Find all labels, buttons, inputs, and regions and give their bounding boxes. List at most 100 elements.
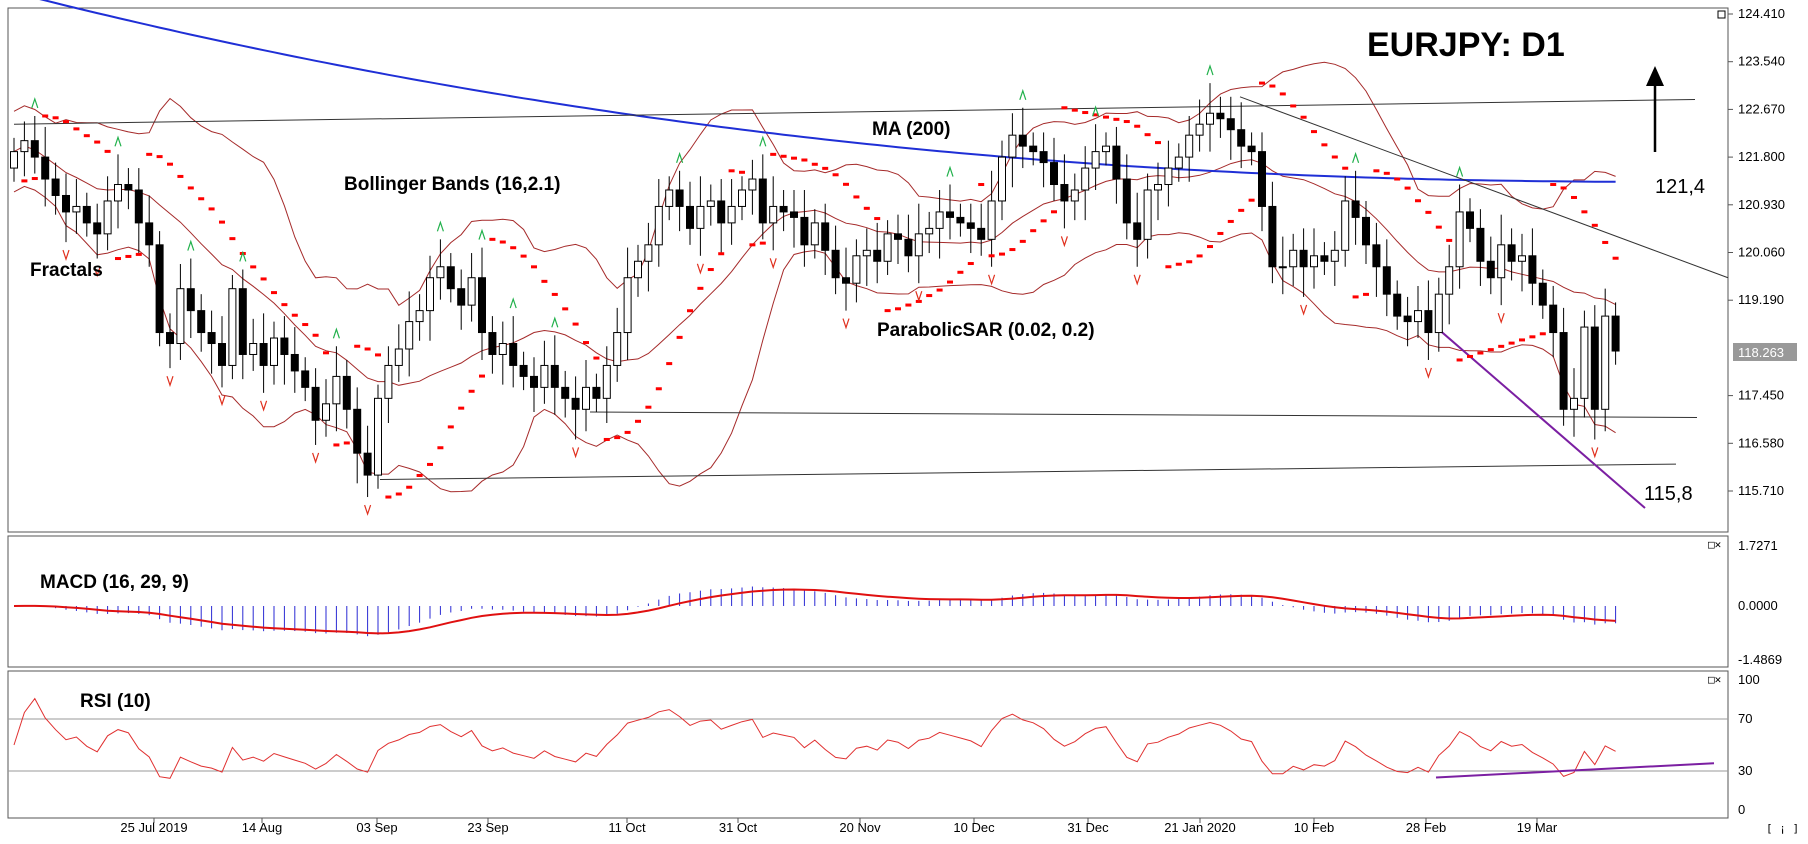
sar-dot [1186, 260, 1193, 264]
candle-body [446, 266, 455, 290]
parabolic-sar [21, 81, 1619, 499]
candle-body [883, 233, 892, 262]
macd-scale-label: 1.7271 [1738, 538, 1778, 553]
sar-dot [73, 127, 80, 131]
sar-dot [645, 405, 652, 409]
scroll-control-icon[interactable]: [ ¡ ] [1766, 822, 1799, 835]
sar-dot [395, 492, 402, 496]
candle-body [1018, 134, 1027, 147]
fractal-up-icon [239, 250, 247, 262]
fractal-down-icon [1424, 367, 1432, 379]
candle-body [706, 200, 715, 207]
sar-dot [1425, 210, 1432, 214]
sar-dot [1238, 208, 1245, 212]
candle-body [30, 140, 39, 158]
candle-body [1174, 156, 1183, 169]
candle-body [675, 189, 684, 207]
label-bollinger: Bollinger Bands (16,2.1) [344, 174, 560, 195]
price-panel [7, 7, 1729, 533]
price-scale-label: 116.580 [1738, 435, 1784, 450]
sar-dot [1217, 231, 1224, 235]
sar-dot [676, 335, 683, 339]
sar-dot [385, 495, 392, 499]
trend-line-descending [1239, 96, 1729, 279]
candle-body [498, 343, 507, 355]
sar-dot [364, 347, 371, 351]
candle-body [1320, 255, 1329, 262]
sar-dot [884, 309, 891, 313]
support-line-117 [589, 411, 1698, 419]
fractal-up-icon [332, 327, 340, 339]
sar-dot [167, 162, 173, 166]
candle-body [1382, 266, 1391, 295]
candle-body [1466, 211, 1474, 229]
sar-dot [260, 277, 267, 281]
sar-dot [1030, 229, 1037, 233]
candle-body [249, 343, 258, 355]
rsi-trend-line [1435, 762, 1715, 779]
fractal-down-icon [1133, 274, 1141, 286]
candle-body [1206, 112, 1214, 125]
sar-dot [967, 262, 974, 266]
sar-dot [1352, 295, 1359, 299]
sar-dot [853, 195, 860, 199]
sar-dot [1009, 248, 1016, 252]
candle-body [592, 386, 601, 399]
fractal-up-icon [31, 97, 39, 109]
candle-body [1122, 178, 1131, 224]
candle-body [1185, 134, 1194, 158]
candle-body [374, 397, 382, 476]
sar-dot [1321, 143, 1328, 147]
sar-dot [635, 419, 641, 423]
candle-body [51, 178, 60, 196]
sar-dot [687, 309, 693, 313]
sar-dot [1196, 254, 1203, 258]
sar-dot [718, 252, 725, 256]
maximize-icon[interactable] [1717, 10, 1726, 19]
price-scale-label: 120.060 [1738, 245, 1785, 260]
sar-dot [115, 257, 121, 261]
candle-body [779, 205, 788, 213]
sar-dot [936, 288, 943, 292]
sar-dot [1404, 186, 1411, 190]
candle-body [977, 227, 986, 240]
ma-200-line [39, 0, 1616, 183]
sar-dot [1207, 245, 1213, 249]
time-axis-label: 03 Sep [356, 820, 397, 835]
candle-body [1070, 189, 1079, 202]
sar-dot [1248, 198, 1255, 202]
candle-body [290, 353, 299, 372]
candle-body [41, 156, 50, 180]
candle-body [665, 189, 674, 207]
candle-body [800, 216, 809, 246]
sar-dot [1165, 265, 1172, 269]
rsi-panel-controls-icon[interactable]: □✕ [1708, 673, 1721, 686]
fractal-up-icon [1456, 165, 1464, 177]
rsi-scale-label: 100 [1738, 672, 1760, 687]
current-price-label: 118.263 [1738, 345, 1784, 360]
candle-body [540, 364, 549, 388]
candle-body [987, 200, 996, 240]
candle-body [1226, 118, 1235, 131]
macd-panel-controls-icon[interactable]: □✕ [1708, 538, 1721, 551]
sar-dot [1446, 238, 1453, 242]
candle-body [1237, 129, 1246, 147]
sar-dot [94, 140, 101, 144]
time-axis-label: 31 Dec [1067, 820, 1109, 835]
candle-body [405, 321, 414, 350]
sar-dot [1467, 354, 1473, 358]
sar-dot [905, 303, 912, 307]
candle-body [134, 189, 143, 224]
sar-dot [1342, 166, 1349, 170]
candle-body [1289, 249, 1298, 268]
sar-dot [31, 177, 38, 181]
candle-body [197, 310, 206, 334]
sar-dot [1383, 171, 1390, 175]
sar-dot [1300, 115, 1307, 119]
sar-dot [1019, 239, 1026, 243]
candle-body [1538, 282, 1547, 306]
candle-body [1403, 315, 1412, 323]
candle-body [218, 343, 226, 366]
sar-dot [1602, 240, 1609, 244]
candle-body [1299, 249, 1308, 268]
